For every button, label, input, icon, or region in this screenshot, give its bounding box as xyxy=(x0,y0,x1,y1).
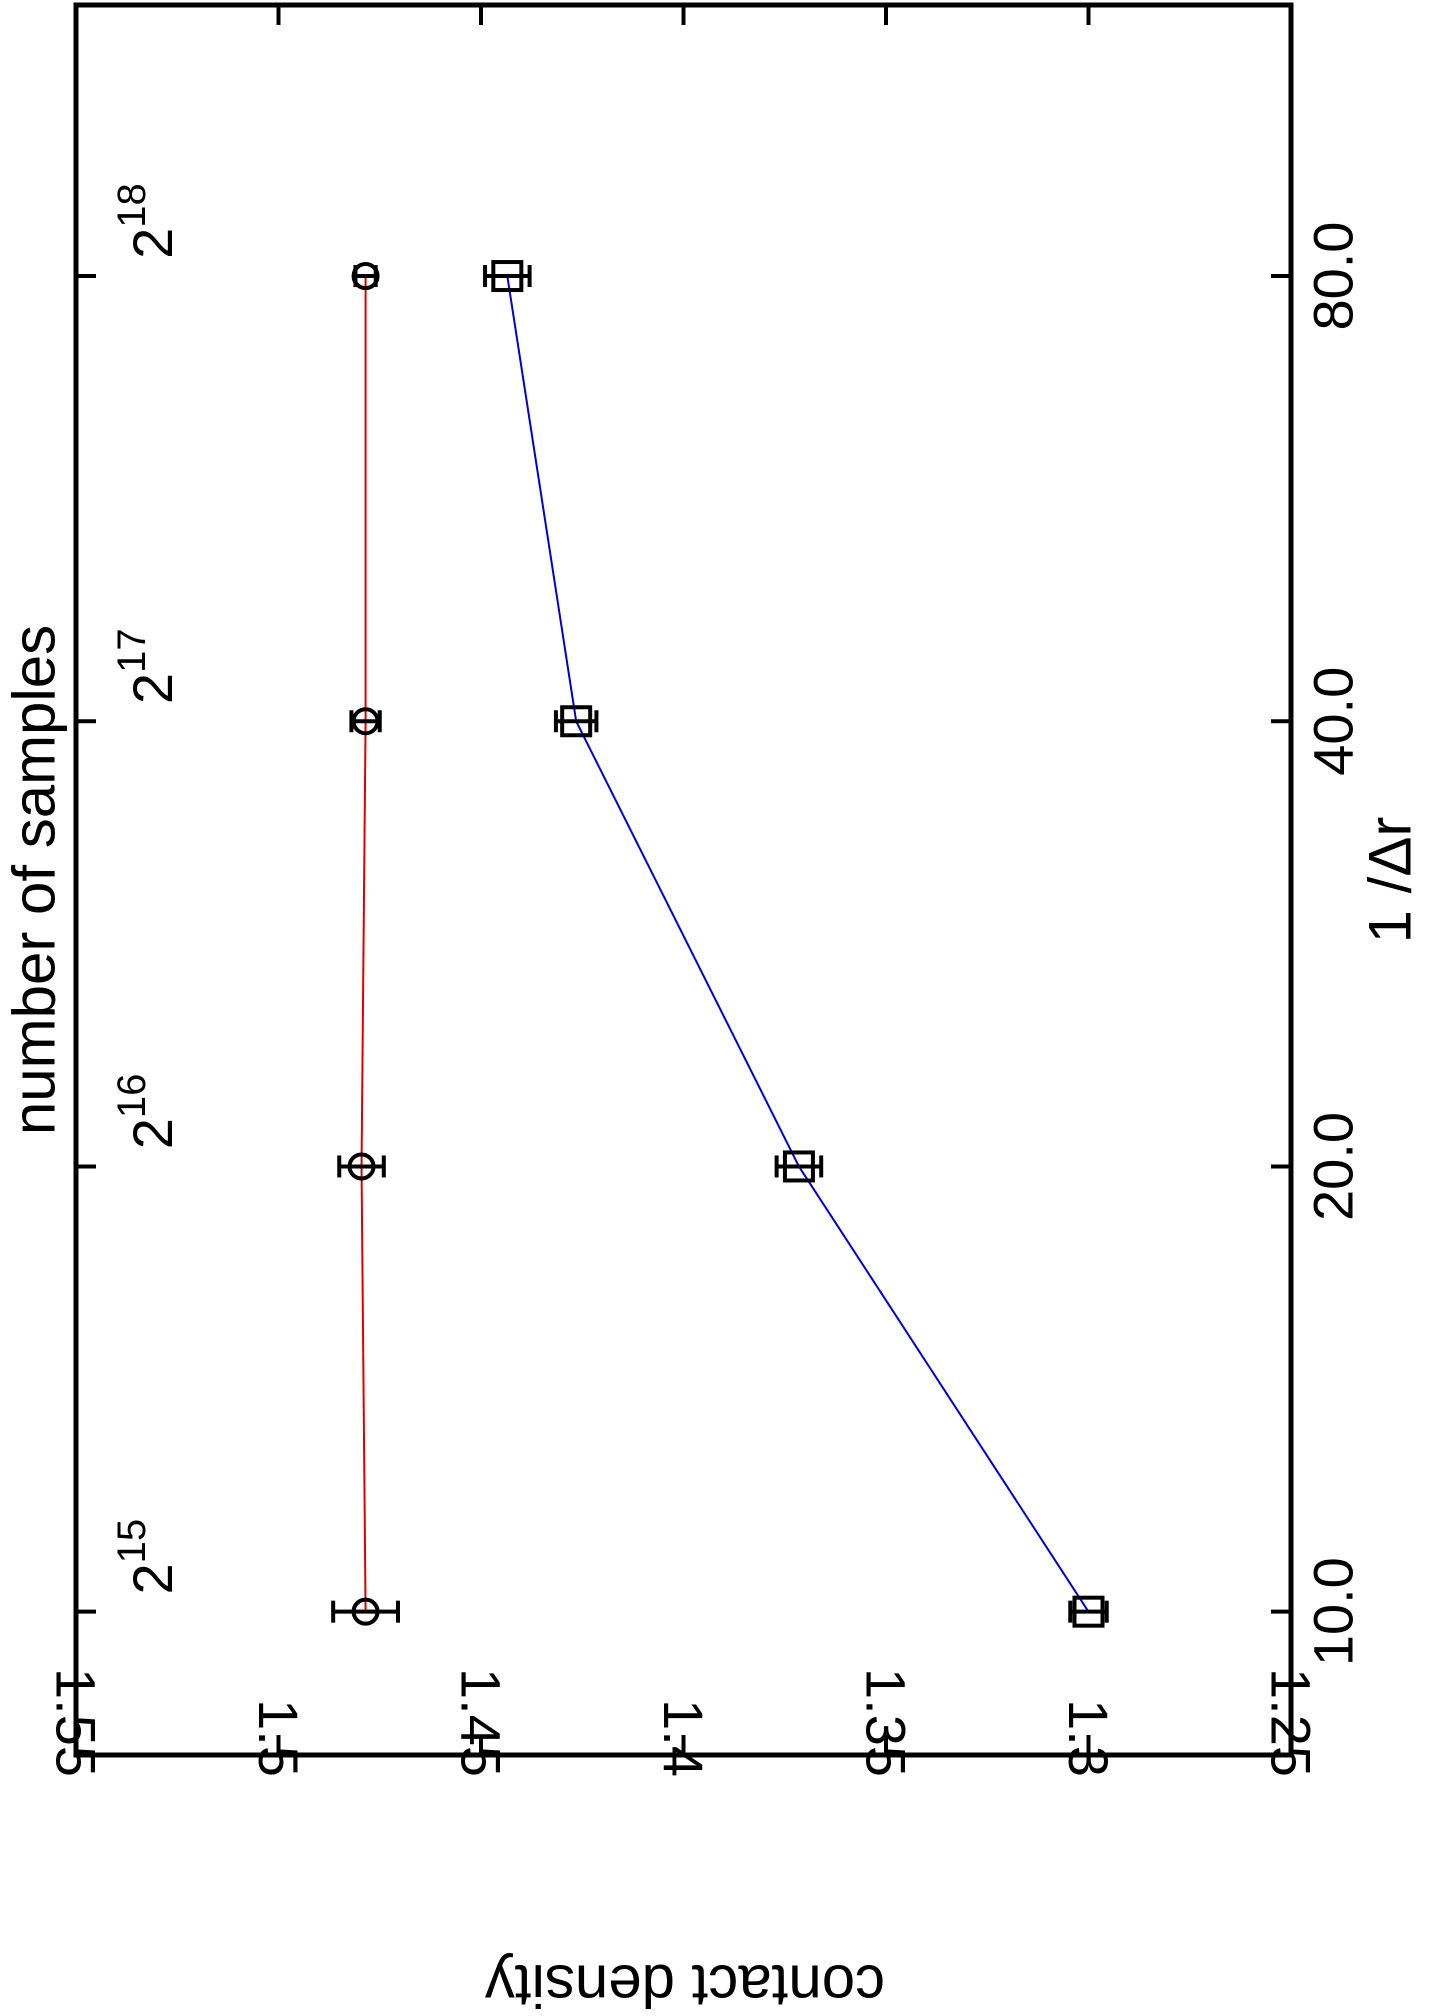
x2-tick-label: 216 xyxy=(110,1074,184,1150)
x-tick-label: 20.0 xyxy=(1302,1112,1365,1221)
y-tick-label: 1.5 xyxy=(247,1699,310,1777)
plot-frame xyxy=(73,2,1294,1758)
y-tick-label: 1.35 xyxy=(855,1668,918,1777)
data-point-circle xyxy=(351,1597,380,1626)
data-point-square xyxy=(491,260,524,293)
y-tick-label: 1.45 xyxy=(450,1668,513,1777)
error-bar xyxy=(337,1155,386,1178)
series-line xyxy=(506,275,1090,1613)
x2-tick-label: 215 xyxy=(110,1519,184,1595)
error-bar xyxy=(331,1600,400,1623)
x-tick-label: 10.0 xyxy=(1302,1557,1365,1666)
data-point-square xyxy=(560,705,593,738)
x2-tick-base: 2 xyxy=(121,673,184,704)
x2-tick-base: 2 xyxy=(121,1118,184,1149)
data-point-circle xyxy=(351,262,380,291)
data-point-square xyxy=(782,1150,815,1183)
x2-tick-label: 217 xyxy=(110,628,184,704)
x2-tick-exponent: 16 xyxy=(110,1074,154,1119)
y-axis-label: contact density xyxy=(485,1953,885,2016)
x2-tick-base: 2 xyxy=(121,228,184,259)
x2-tick-exponent: 18 xyxy=(110,183,154,228)
x-tick-label: 80.0 xyxy=(1302,222,1365,331)
x2-tick-exponent: 15 xyxy=(110,1519,154,1564)
x2-tick-exponent: 17 xyxy=(110,628,154,673)
x2-tick-base: 2 xyxy=(121,1563,184,1594)
data-point-circle xyxy=(347,1152,376,1181)
series-line xyxy=(360,276,367,1612)
data-point-square xyxy=(1072,1595,1105,1628)
error-bar xyxy=(349,710,382,733)
x2-axis-label: number of samples xyxy=(1,625,68,1135)
data-point-circle xyxy=(351,707,380,736)
y-tick-label: 1.3 xyxy=(1057,1699,1120,1777)
x-tick-label: 40.0 xyxy=(1302,667,1365,776)
x-axis-label: 1 /Δr xyxy=(1357,817,1424,944)
y-tick-label: 1.4 xyxy=(652,1699,715,1777)
x2-tick-label: 218 xyxy=(110,183,184,259)
